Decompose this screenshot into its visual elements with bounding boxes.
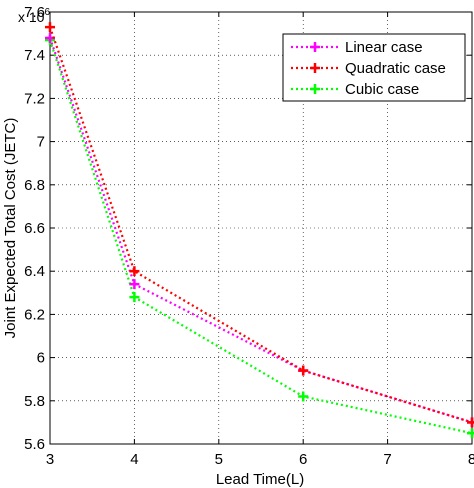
y-axis-ticks: 5.6 5.8 6 6.2 6.4 6.6 6.8 7 7.2 7.4 7.6 <box>24 4 472 453</box>
y-tick-label: 7 <box>37 134 45 151</box>
y-multiplier: x 106 <box>18 7 50 25</box>
series-line <box>48 37 473 424</box>
legend-entry: Quadratic case <box>291 60 446 77</box>
x-tick-label: 3 <box>46 451 54 468</box>
legend-label: Quadratic case <box>345 60 446 77</box>
legend-label: Linear case <box>345 39 423 56</box>
y-tick-label: 5.6 <box>24 436 45 453</box>
y-axis-label: Joint Expected Total Cost (JETC) <box>2 118 19 339</box>
x-tick-label: 4 <box>130 451 138 468</box>
series-line <box>48 39 473 435</box>
data-point-marker <box>467 417 474 428</box>
data-point-marker <box>129 266 140 277</box>
x-tick-label: 5 <box>215 451 223 468</box>
series-line <box>48 26 473 424</box>
y-tick-label: 5.8 <box>24 393 45 410</box>
data-point-marker <box>45 22 55 33</box>
series-layer <box>45 22 474 439</box>
data-point-marker <box>298 391 309 402</box>
x-tick-label: 6 <box>299 451 307 468</box>
y-tick-label: 6.4 <box>24 263 45 280</box>
y-tick-label: 6 <box>37 350 45 367</box>
y-tick-label: 7.2 <box>24 90 45 107</box>
data-point-marker <box>298 365 309 376</box>
y-multiplier-base: x 10 <box>18 9 45 25</box>
data-point-marker <box>129 279 140 290</box>
x-tick-label: 8 <box>468 451 474 468</box>
data-point-marker <box>467 428 474 439</box>
x-axis-ticks: 3 4 5 6 7 8 <box>46 12 474 468</box>
y-tick-label: 6.2 <box>24 306 45 323</box>
y-tick-label: 6.6 <box>24 220 45 237</box>
y-tick-label: 7.4 <box>24 47 45 64</box>
x-tick-label: 7 <box>383 451 391 468</box>
legend-label: Cubic case <box>345 81 419 98</box>
y-tick-label: 7.6 <box>24 4 45 21</box>
legend: Linear case Quadratic case Cubic case <box>282 33 466 102</box>
legend-entry: Cubic case <box>291 81 419 98</box>
x-axis-label: Lead Time(L) <box>216 471 304 488</box>
data-point-marker <box>129 292 140 303</box>
y-tick-label: 6.8 <box>24 177 45 194</box>
y-multiplier-exponent: 6 <box>44 7 50 18</box>
legend-entry: Linear case <box>291 39 423 56</box>
series-quadratic-case <box>45 22 474 428</box>
